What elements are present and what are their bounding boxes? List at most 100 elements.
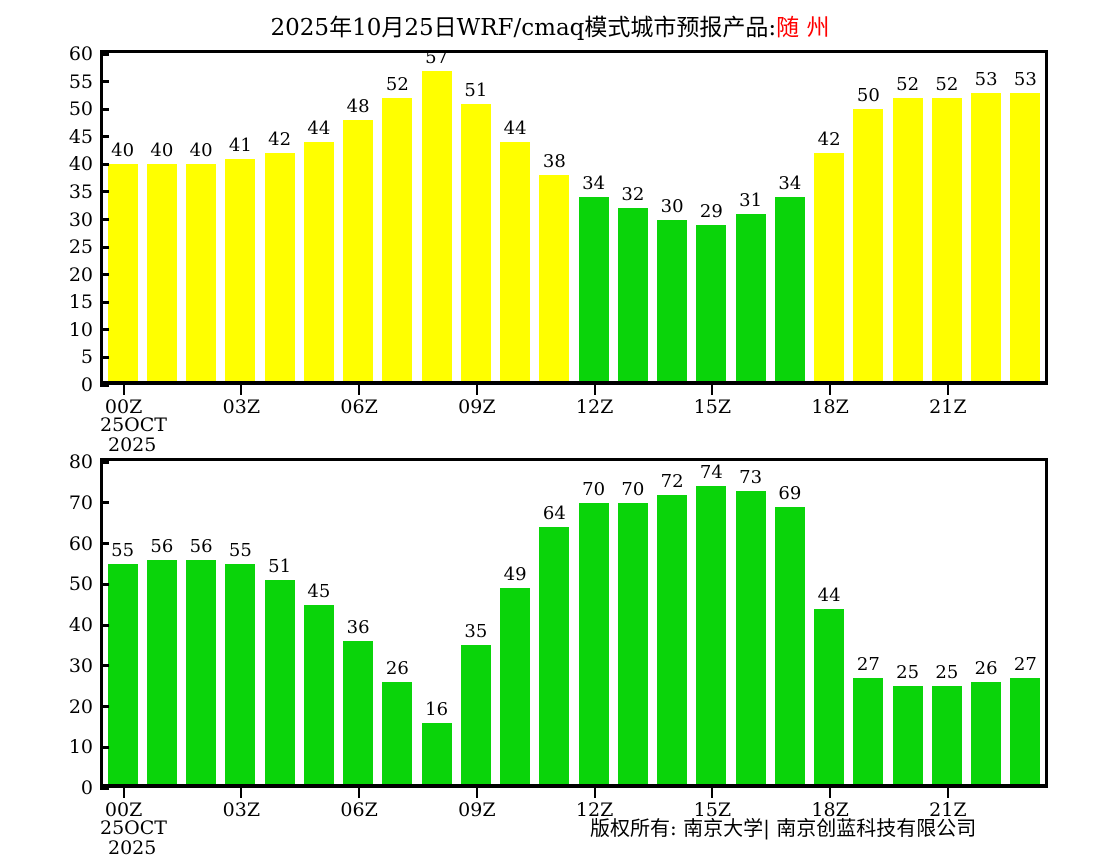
bar-slot-ozone-19Z[interactable]: 27 [853, 458, 884, 788]
bar-pm25[interactable] [617, 208, 648, 385]
x-tick-mark [358, 788, 361, 798]
bar-slot-pm25-16Z[interactable]: 31 [735, 50, 766, 385]
bar-slot-pm25-09Z[interactable]: 51 [460, 50, 491, 385]
bar-ozone[interactable] [107, 563, 138, 788]
bar-pm25[interactable] [146, 164, 177, 385]
bar-pm25[interactable] [1010, 92, 1041, 385]
bar-slot-pm25-14Z[interactable]: 30 [657, 50, 688, 385]
bar-ozone[interactable] [853, 677, 884, 788]
bar-ozone[interactable] [421, 722, 452, 788]
bar-slot-pm25-13Z[interactable]: 32 [617, 50, 648, 385]
bar-slot-ozone-22Z[interactable]: 26 [971, 458, 1002, 788]
bar-slot-pm25-10Z[interactable]: 44 [500, 50, 531, 385]
bar-ozone[interactable] [735, 490, 766, 788]
bar-slot-ozone-16Z[interactable]: 73 [735, 458, 766, 788]
bar-slot-pm25-19Z[interactable]: 50 [853, 50, 884, 385]
bar-ozone[interactable] [971, 682, 1002, 788]
bar-slot-ozone-18Z[interactable]: 44 [814, 458, 845, 788]
bar-slot-ozone-01Z[interactable]: 56 [146, 458, 177, 788]
bar-pm25[interactable] [460, 103, 491, 385]
bar-slot-pm25-07Z[interactable]: 52 [382, 50, 413, 385]
bar-ozone[interactable] [460, 645, 491, 788]
bar-slot-ozone-11Z[interactable]: 64 [539, 458, 570, 788]
bar-slot-pm25-03Z[interactable]: 41 [225, 50, 256, 385]
bar-slot-pm25-22Z[interactable]: 53 [971, 50, 1002, 385]
bar-ozone[interactable] [617, 502, 648, 788]
bar-slot-ozone-05Z[interactable]: 45 [303, 458, 334, 788]
bar-pm25[interactable] [578, 197, 609, 385]
bar-pm25[interactable] [421, 70, 452, 385]
bar-ozone[interactable] [696, 486, 727, 788]
bar-slot-ozone-14Z[interactable]: 72 [657, 458, 688, 788]
bar-pm25[interactable] [971, 92, 1002, 385]
bar-ozone[interactable] [892, 686, 923, 788]
bar-slot-ozone-23Z[interactable]: 27 [1010, 458, 1041, 788]
bar-slot-pm25-01Z[interactable]: 40 [146, 50, 177, 385]
bar-slot-ozone-04Z[interactable]: 51 [264, 458, 295, 788]
bar-ozone[interactable] [814, 608, 845, 788]
bar-slot-pm25-04Z[interactable]: 42 [264, 50, 295, 385]
bar-ozone[interactable] [578, 502, 609, 788]
bar-ozone[interactable] [500, 588, 531, 788]
bar-ozone[interactable] [146, 559, 177, 788]
bar-slot-pm25-05Z[interactable]: 44 [303, 50, 334, 385]
bar-slot-pm25-08Z[interactable]: 57 [421, 47, 452, 385]
bar-slot-pm25-23Z[interactable]: 53 [1010, 50, 1041, 385]
bar-slot-pm25-12Z[interactable]: 34 [578, 50, 609, 385]
bar-ozone[interactable] [303, 604, 334, 788]
bar-slot-pm25-06Z[interactable]: 48 [343, 50, 374, 385]
bar-slot-ozone-07Z[interactable]: 26 [382, 458, 413, 788]
x-tick-label: 21Z [929, 799, 967, 821]
bar-slot-ozone-10Z[interactable]: 49 [500, 458, 531, 788]
bar-slot-pm25-17Z[interactable]: 34 [774, 50, 805, 385]
bar-pm25[interactable] [264, 153, 295, 385]
bar-slot-ozone-20Z[interactable]: 25 [892, 458, 923, 788]
bar-ozone[interactable] [1010, 677, 1041, 788]
bar-pm25[interactable] [931, 98, 962, 385]
bar-pm25[interactable] [186, 164, 217, 385]
bar-slot-ozone-21Z[interactable]: 25 [931, 458, 962, 788]
bar-ozone[interactable] [657, 494, 688, 788]
bar-pm25[interactable] [735, 213, 766, 385]
bar-pm25[interactable] [892, 98, 923, 385]
bar-ozone[interactable] [931, 686, 962, 788]
y-tick-label: 70 [68, 491, 93, 514]
bar-slot-pm25-11Z[interactable]: 38 [539, 50, 570, 385]
bar-ozone[interactable] [382, 682, 413, 788]
bar-slot-pm25-02Z[interactable]: 40 [186, 50, 217, 385]
bar-pm25[interactable] [539, 175, 570, 385]
bar-slot-ozone-15Z[interactable]: 74 [696, 458, 727, 788]
bar-ozone[interactable] [539, 527, 570, 788]
bar-slot-ozone-12Z[interactable]: 70 [578, 458, 609, 788]
bar-value-label: 40 [189, 140, 213, 162]
bar-ozone[interactable] [343, 641, 374, 788]
bar-slot-pm25-00Z[interactable]: 40 [107, 50, 138, 385]
bar-pm25[interactable] [382, 98, 413, 385]
bar-ozone[interactable] [774, 506, 805, 788]
bar-pm25[interactable] [500, 142, 531, 385]
bar-slot-pm25-18Z[interactable]: 42 [814, 50, 845, 385]
bar-pm25[interactable] [303, 142, 334, 385]
bar-ozone[interactable] [225, 563, 256, 788]
bar-slot-pm25-20Z[interactable]: 52 [892, 50, 923, 385]
bar-ozone[interactable] [264, 580, 295, 788]
bar-pm25[interactable] [657, 219, 688, 385]
bar-pm25[interactable] [814, 153, 845, 385]
bar-ozone[interactable] [186, 559, 217, 788]
bar-slot-pm25-21Z[interactable]: 52 [931, 50, 962, 385]
bar-slot-pm25-15Z[interactable]: 29 [696, 50, 727, 385]
bar-pm25[interactable] [853, 109, 884, 385]
bar-pm25[interactable] [107, 164, 138, 385]
bar-slot-ozone-09Z[interactable]: 35 [460, 458, 491, 788]
bar-slot-ozone-02Z[interactable]: 56 [186, 458, 217, 788]
bar-slot-ozone-17Z[interactable]: 69 [774, 458, 805, 788]
bar-pm25[interactable] [696, 225, 727, 385]
bar-slot-ozone-06Z[interactable]: 36 [343, 458, 374, 788]
bar-pm25[interactable] [343, 120, 374, 385]
bar-slot-ozone-00Z[interactable]: 55 [107, 458, 138, 788]
bar-slot-ozone-03Z[interactable]: 55 [225, 458, 256, 788]
bar-slot-ozone-08Z[interactable]: 16 [421, 458, 452, 788]
bar-pm25[interactable] [225, 158, 256, 385]
bar-slot-ozone-13Z[interactable]: 70 [617, 458, 648, 788]
bar-pm25[interactable] [774, 197, 805, 385]
